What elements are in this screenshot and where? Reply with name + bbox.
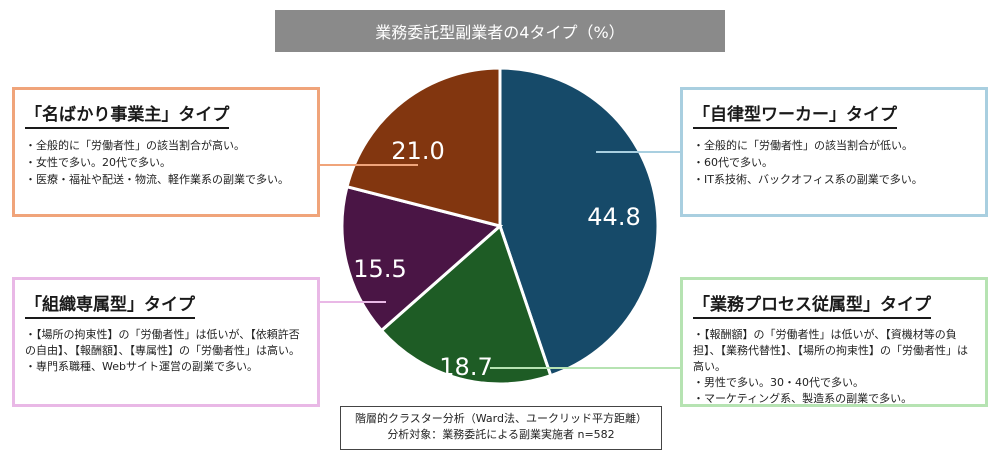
note-line-1: 階層的クラスター分析（Ward法、ユークリッド平方距離） (354, 412, 647, 425)
type-items-soshiki: ・【場所の拘束性】の「労働者性」は低いが、【依頼許否の自由】、【報酬額】、【専属… (25, 327, 307, 375)
type-items-jiritsu: ・全般的に「労働者性」の該当割合が低い。 ・60代で多い。 ・IT系技術、バック… (693, 137, 975, 188)
type-item: ・【報酬額】の「労働者性」は低いが、【資機材等の負担】、【業務代替性】、【場所の… (693, 328, 968, 373)
connector-lines (320, 151, 680, 369)
pie-value-labels: 44.8 18.7 15.5 21.0 (353, 137, 640, 381)
type-item: ・60代で多い。 (693, 156, 773, 169)
type-heading-jiritsu: 「自律型ワーカー」タイプ (693, 100, 897, 129)
pie-slices (340, 66, 660, 386)
type-box-gyomu: 「業務プロセス従属型」タイプ ・【報酬額】の「労働者性」は低いが、【資機材等の負… (680, 277, 988, 407)
type-box-nabakari: 「名ばかり事業主」タイプ ・全般的に「労働者性」の該当割合が高い。 ・女性で多い… (12, 87, 320, 217)
type-heading-nabakari: 「名ばかり事業主」タイプ (25, 100, 230, 129)
type-item: ・全般的に「労働者性」の該当割合が低い。 (693, 139, 913, 152)
pie-value-label-gyomu: 18.7 (439, 353, 492, 381)
type-heading-soshiki: 「組織専属型」タイプ (25, 290, 195, 319)
analysis-note: 階層的クラスター分析（Ward法、ユークリッド平方距離） 分析対象：業務委託によ… (340, 406, 662, 450)
note-line-2: 分析対象：業務委託による副業実施者 n=582 (387, 428, 615, 441)
type-item: ・全般的に「労働者性」の該当割合が高い。 (25, 139, 245, 152)
type-item: ・女性で多い。20代で多い。 (25, 156, 171, 169)
type-item: ・医療・福祉や配送・物流、軽作業系の副業で多い。 (25, 173, 289, 186)
type-item: ・マーケティング系、製造系の副業で多い。 (693, 392, 913, 405)
type-item: ・IT系技術、バックオフィス系の副業で多い。 (693, 173, 923, 186)
type-item: ・【場所の拘束性】の「労働者性」は低いが、【依頼許否の自由】、【報酬額】、【専属… (25, 328, 300, 357)
type-item: ・男性で多い。30・40代で多い。 (693, 376, 864, 389)
type-items-gyomu: ・【報酬額】の「労働者性」は低いが、【資機材等の負担】、【業務代替性】、【場所の… (693, 327, 975, 407)
type-box-jiritsu: 「自律型ワーカー」タイプ ・全般的に「労働者性」の該当割合が低い。 ・60代で多… (680, 87, 988, 217)
pie-value-label-nabakari: 21.0 (391, 137, 444, 165)
pie-value-label-soshiki: 15.5 (353, 255, 406, 283)
pie-slice-jiritsu (498, 66, 660, 378)
chart-title: 業務委託型副業者の4タイプ（%） (275, 10, 725, 52)
pie-value-label-jiritsu: 44.8 (587, 203, 640, 231)
type-items-nabakari: ・全般的に「労働者性」の該当割合が高い。 ・女性で多い。20代で多い。 ・医療・… (25, 137, 307, 188)
type-heading-gyomu: 「業務プロセス従属型」タイプ (693, 290, 931, 319)
pie-slice-nabakari (345, 66, 502, 228)
type-item: ・専門系職種、Webサイト運営の副業で多い。 (25, 360, 258, 373)
type-box-soshiki: 「組織専属型」タイプ ・【場所の拘束性】の「労働者性」は低いが、【依頼許否の自由… (12, 277, 320, 407)
pie-slice-soshiki (340, 184, 504, 333)
pie-slice-gyomu (379, 223, 553, 386)
